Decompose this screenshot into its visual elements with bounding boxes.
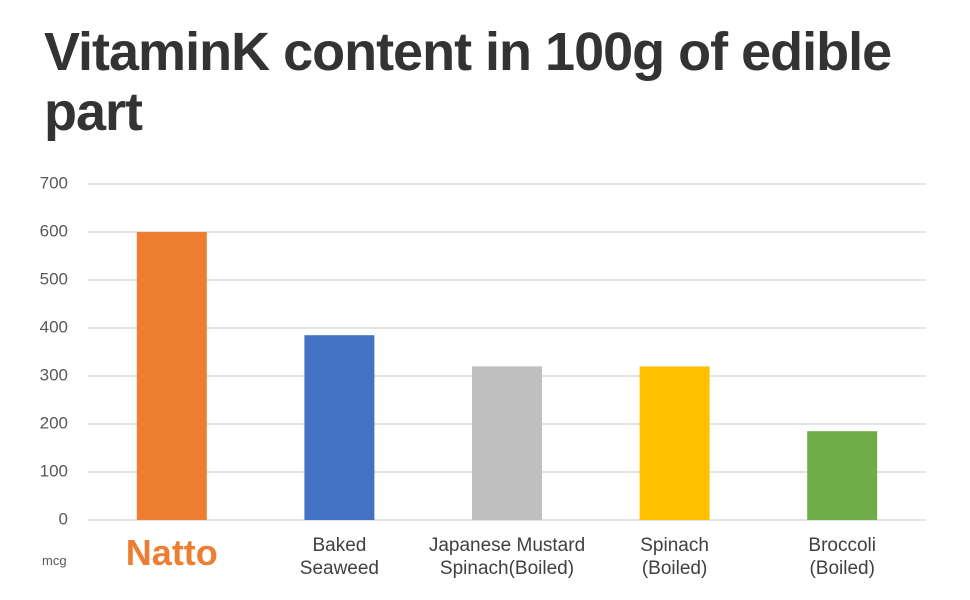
y-tick-label: 700 xyxy=(40,173,68,192)
x-tick-label: Natto xyxy=(125,532,218,573)
y-axis-label: mcg xyxy=(42,553,67,568)
y-tick-label: 0 xyxy=(59,509,68,528)
bar xyxy=(639,366,710,520)
y-tick-label: 300 xyxy=(40,365,68,384)
x-tick-label: Spinach (Boiled) xyxy=(640,535,709,579)
y-tick-label: 200 xyxy=(40,413,68,432)
y-tick-label: 500 xyxy=(40,269,68,288)
y-tick-label: 600 xyxy=(40,221,68,240)
x-tick-label: Japanese Mustard Spinach(Boiled) xyxy=(428,535,586,579)
y-tick-label: 100 xyxy=(40,461,68,480)
chart-title: VitaminK content in 100g of edible part xyxy=(44,22,892,142)
y-tick-label: 400 xyxy=(40,317,68,336)
bar xyxy=(136,232,207,520)
bar xyxy=(304,335,375,520)
bar xyxy=(807,431,878,520)
bar xyxy=(472,366,542,520)
x-tick-label: Broccoli (Boiled) xyxy=(808,535,876,579)
x-tick-label: Baked Seaweed xyxy=(299,535,379,579)
